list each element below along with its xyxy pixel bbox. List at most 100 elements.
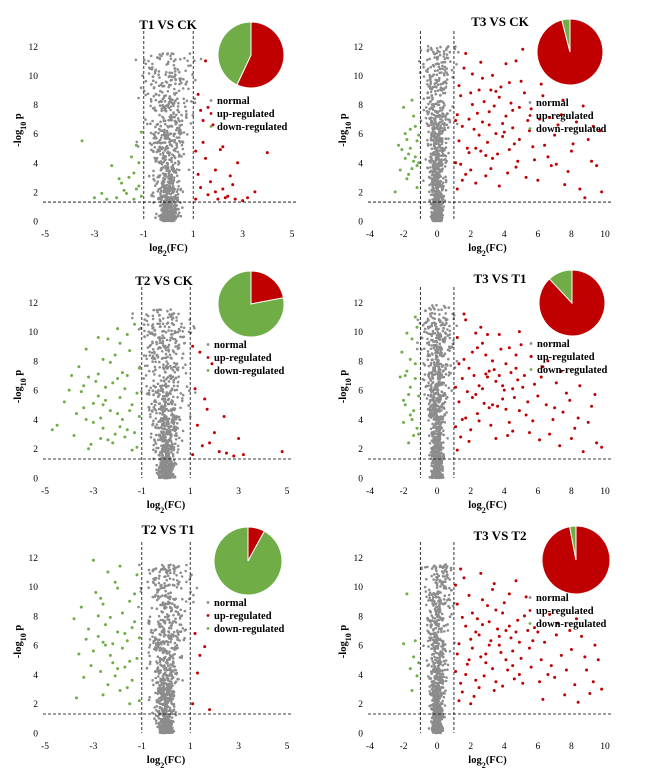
normal-point — [154, 417, 158, 420]
normal-point — [174, 99, 177, 102]
down-regulated-point — [137, 366, 141, 370]
normal-point — [436, 333, 440, 337]
normal-point — [422, 62, 425, 66]
normal-point — [439, 117, 442, 121]
normal-point — [146, 122, 149, 126]
volcano-panel-t3ck: T3 VS CK-4 -2 0 2 4 6 8 10024681012log2(FC)-log… — [338, 14, 611, 258]
normal-point — [184, 569, 187, 573]
y-tick-label: 8 — [33, 357, 38, 367]
normal-point — [174, 149, 177, 153]
normal-point — [152, 150, 155, 154]
normal-point — [147, 174, 151, 178]
up-regulated-point — [246, 196, 250, 200]
normal-point — [161, 723, 165, 726]
normal-point — [156, 141, 159, 145]
up-regulated-point — [475, 111, 479, 115]
normal-point — [194, 78, 197, 82]
normal-point — [161, 731, 165, 734]
normal-points — [417, 45, 460, 223]
down-regulated-point — [50, 428, 54, 432]
legend-marker — [529, 342, 533, 345]
normal-point — [163, 475, 167, 479]
normal-point — [192, 325, 195, 328]
normal-point — [169, 727, 172, 730]
normal-point — [432, 151, 435, 155]
y-tick-label: 6 — [33, 642, 38, 652]
normal-point — [424, 106, 428, 109]
normal-point — [428, 199, 432, 202]
normal-point — [169, 606, 172, 609]
up-regulated-point — [504, 114, 508, 118]
normal-point — [431, 372, 434, 376]
down-regulated-point — [105, 197, 109, 201]
normal-point — [180, 132, 183, 135]
normal-point — [440, 126, 444, 130]
down-regulated-points — [393, 98, 421, 194]
normal-point — [165, 189, 169, 193]
normal-point — [176, 150, 180, 154]
normal-point — [177, 312, 180, 316]
normal-point — [185, 113, 188, 116]
normal-point — [171, 620, 175, 623]
normal-point — [439, 45, 442, 49]
normal-point — [433, 423, 437, 426]
up-regulated-point — [497, 333, 501, 337]
down-regulated-points — [80, 130, 143, 201]
normal-point — [435, 463, 439, 467]
normal-point — [175, 586, 179, 589]
normal-point — [426, 112, 430, 116]
normal-point — [163, 135, 167, 138]
normal-point — [158, 145, 162, 149]
up-regulated-point — [265, 151, 269, 155]
normal-point — [157, 84, 161, 88]
down-regulated-point — [398, 168, 402, 172]
normal-point — [182, 77, 185, 81]
normal-point — [171, 217, 175, 221]
up-regulated-point — [454, 385, 458, 389]
down-regulated-point — [413, 315, 417, 319]
normal-point — [440, 409, 443, 412]
up-regulated-point — [465, 146, 469, 150]
normal-point — [166, 191, 170, 195]
down-regulated-point — [137, 161, 141, 165]
normal-point — [169, 392, 172, 396]
legend-marker — [206, 356, 210, 359]
normal-point — [151, 107, 155, 110]
down-regulated-point — [408, 146, 412, 150]
normal-point — [437, 375, 441, 379]
normal-point — [164, 73, 167, 77]
normal-point — [437, 203, 441, 207]
normal-point — [170, 173, 174, 177]
normal-point — [162, 182, 165, 185]
normal-point — [443, 115, 447, 118]
normal-point — [443, 340, 446, 344]
normal-point — [171, 165, 175, 169]
normal-point — [167, 380, 171, 383]
normal-point — [158, 412, 162, 415]
normal-point — [432, 50, 435, 54]
normal-point — [172, 186, 175, 190]
up-regulated-point — [539, 82, 543, 86]
up-regulated-point — [522, 374, 526, 378]
normal-point — [173, 115, 176, 119]
normal-point — [160, 728, 163, 732]
normal-point — [167, 83, 171, 87]
normal-point — [150, 628, 153, 632]
normal-point — [158, 360, 161, 364]
normal-point — [154, 333, 157, 336]
normal-point — [166, 309, 169, 313]
normal-point — [171, 412, 174, 416]
up-regulated-point — [477, 419, 481, 423]
normal-point — [152, 379, 155, 383]
normal-point — [179, 187, 183, 191]
down-regulated-point — [96, 372, 100, 376]
normal-point — [150, 409, 154, 412]
normal-point — [156, 180, 160, 183]
normal-point — [183, 629, 187, 632]
normal-point — [163, 131, 167, 134]
normal-point — [159, 136, 163, 140]
x-tick-label: 1 — [188, 487, 193, 497]
normal-point — [159, 464, 163, 467]
normal-point — [426, 166, 429, 169]
down-regulated-point — [137, 415, 141, 419]
